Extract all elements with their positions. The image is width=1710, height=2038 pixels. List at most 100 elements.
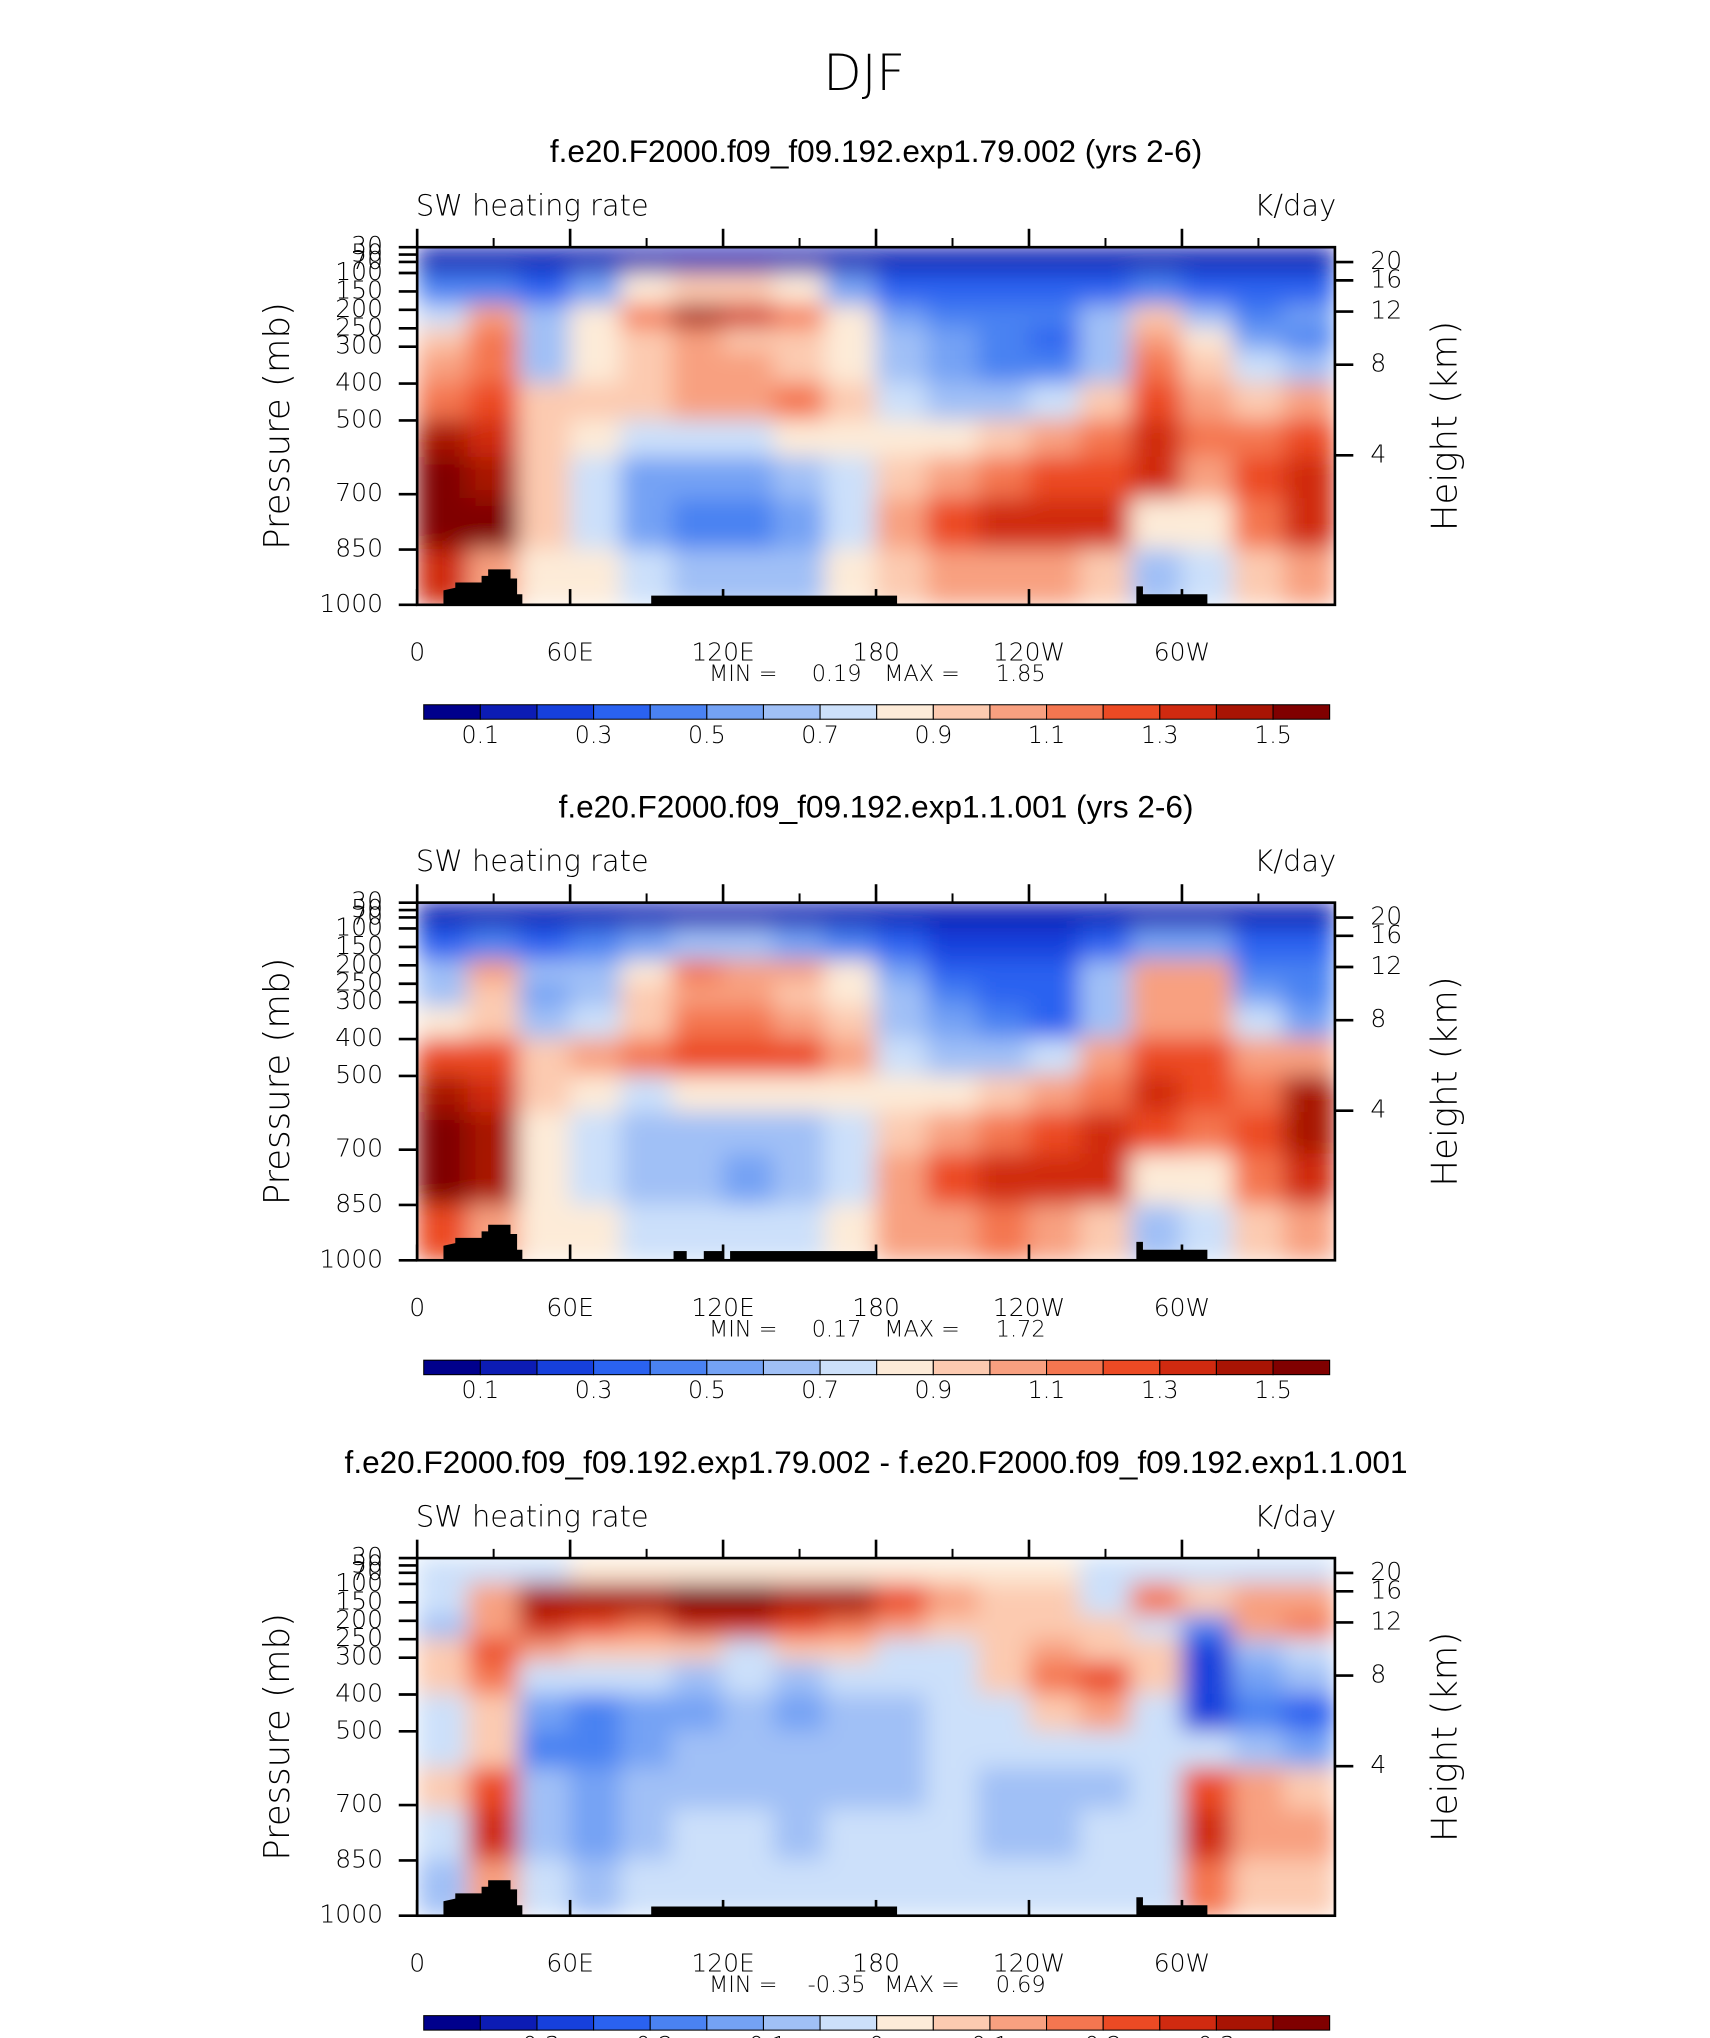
x-tick-label: 60E <box>546 637 594 666</box>
min-label: MIN = <box>709 661 777 687</box>
y2-tick-label: 8 <box>1370 1004 1386 1033</box>
cell <box>671 304 724 329</box>
colorbar-box <box>762 1359 821 1376</box>
cell <box>1283 983 1335 1008</box>
cell <box>620 1638 673 1663</box>
cell <box>1028 1809 1081 1862</box>
colorbar-box <box>593 2015 651 2031</box>
cell <box>467 247 520 274</box>
cell <box>1028 1204 1081 1261</box>
colorbar-box <box>762 704 821 720</box>
cell <box>620 1006 673 1040</box>
y-tick-label: 200 <box>335 1605 383 1634</box>
cell <box>1028 1638 1081 1663</box>
cell <box>722 247 775 274</box>
cell <box>569 419 622 459</box>
cell <box>417 1767 469 1811</box>
cell <box>977 548 1030 605</box>
cell <box>467 1767 520 1811</box>
y2-axis-label: Height (km) <box>1425 321 1466 531</box>
cell <box>671 1809 724 1862</box>
y2-tick-label: 12 <box>1370 296 1402 325</box>
cell <box>620 960 673 985</box>
cell <box>620 1693 673 1733</box>
cell <box>1283 1038 1335 1077</box>
cell <box>875 1558 928 1585</box>
cell <box>671 1638 724 1663</box>
cell <box>977 1204 1030 1261</box>
colorbar-box <box>536 1359 595 1376</box>
cell <box>620 1661 673 1696</box>
cell <box>926 272 979 306</box>
cell <box>417 272 469 306</box>
cell <box>1181 1038 1234 1077</box>
x-tick-label: 120W <box>993 1293 1065 1322</box>
y-tick-label: 70 <box>351 1557 383 1586</box>
cell <box>1283 1204 1335 1261</box>
subtitle-left: SW heating rate <box>416 1500 649 1534</box>
cell <box>417 1693 469 1733</box>
cell <box>1181 983 1234 1008</box>
colorbar-box <box>423 704 481 720</box>
cell <box>773 1661 826 1696</box>
subtitle-right: K/day <box>1254 844 1336 878</box>
colorbar-box <box>1102 704 1161 720</box>
panel-title: f.e20.F2000.f09_f09.192.exp1.79.002 (yrs… <box>550 133 1202 169</box>
cell <box>977 382 1030 422</box>
cell <box>773 304 826 329</box>
cell <box>1283 1767 1335 1811</box>
cell <box>1130 1615 1183 1640</box>
colorbar-box <box>1215 1359 1274 1376</box>
cell <box>1181 1661 1234 1696</box>
y-tick-label: 850 <box>335 1189 383 1218</box>
cell <box>1181 1583 1234 1617</box>
cell <box>569 1661 622 1696</box>
colorbar-label: 0.5 <box>688 721 726 749</box>
cell <box>417 382 469 422</box>
cell <box>518 960 571 985</box>
y-axis-label: Pressure (mb) <box>257 1613 298 1861</box>
cell <box>1079 1112 1132 1155</box>
cell <box>926 548 979 605</box>
cell <box>773 1038 826 1077</box>
cell <box>773 960 826 985</box>
cell <box>569 1075 622 1114</box>
y-tick-label: 100 <box>335 1568 383 1597</box>
cell <box>773 247 826 274</box>
colorbar-label: 1.1 <box>1028 721 1066 749</box>
cell <box>518 1075 571 1114</box>
cell <box>417 304 469 329</box>
cell <box>569 1693 622 1733</box>
cell <box>467 1693 520 1733</box>
cell <box>1232 1583 1285 1617</box>
cell <box>1028 1153 1081 1206</box>
cell <box>824 1153 877 1206</box>
cell <box>926 327 979 353</box>
cell <box>671 498 724 551</box>
max-label: MAX = <box>884 661 960 687</box>
colorbar-box <box>762 2015 821 2031</box>
cell <box>773 1583 826 1617</box>
cell <box>1283 1075 1335 1114</box>
terrain <box>443 1880 1208 1916</box>
cell <box>518 1038 571 1077</box>
cell <box>722 1767 775 1811</box>
cell <box>1283 1615 1335 1640</box>
cell <box>569 1615 622 1640</box>
cell <box>1283 902 1335 930</box>
colorbar-label: 1.5 <box>1254 1376 1292 1404</box>
cell <box>926 247 979 274</box>
cell <box>518 350 571 385</box>
colorbar-label: 1.3 <box>1141 1376 1179 1404</box>
cell <box>977 327 1030 353</box>
cell <box>926 1730 979 1769</box>
cell <box>1130 1809 1183 1862</box>
y2-tick-label: 4 <box>1370 439 1386 468</box>
y-tick-label: 400 <box>335 368 383 397</box>
cell <box>977 927 1030 962</box>
colorbar-label: 0.9 <box>915 1376 953 1404</box>
cell <box>518 327 571 353</box>
cell <box>773 419 826 459</box>
cell <box>518 1638 571 1663</box>
cell <box>1028 1038 1081 1077</box>
